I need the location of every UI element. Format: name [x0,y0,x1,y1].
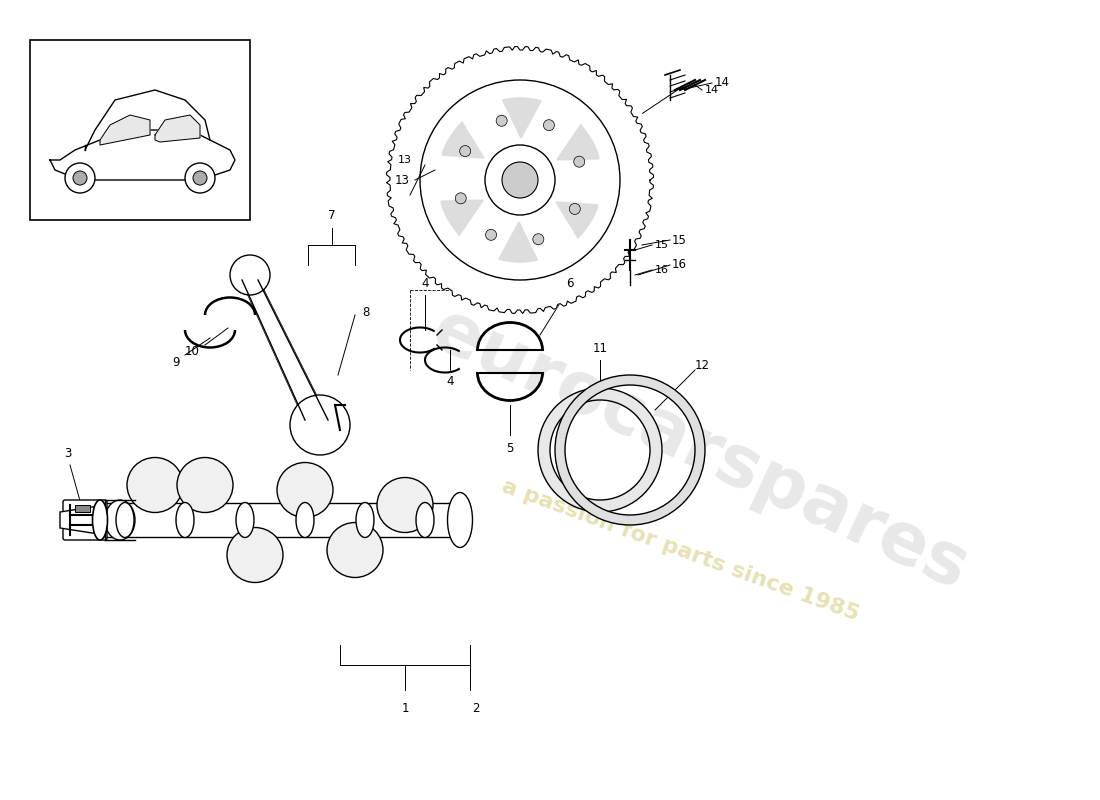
Text: 10: 10 [185,346,200,358]
Polygon shape [441,200,483,235]
Ellipse shape [176,502,194,538]
Ellipse shape [327,522,383,578]
Circle shape [543,120,554,130]
Polygon shape [556,202,598,238]
Text: 4: 4 [447,375,453,388]
Circle shape [73,171,87,185]
Circle shape [420,80,620,280]
Text: 13: 13 [395,174,410,186]
Polygon shape [242,280,328,420]
Text: eurocarspares: eurocarspares [420,295,979,605]
Ellipse shape [296,502,314,538]
Polygon shape [442,122,484,158]
Circle shape [230,255,270,295]
Text: 3: 3 [64,447,72,460]
Circle shape [485,230,496,240]
Circle shape [185,163,214,193]
Text: 15: 15 [672,234,686,246]
Ellipse shape [356,502,374,538]
Text: 5: 5 [506,442,514,455]
Text: 14: 14 [705,85,719,95]
Polygon shape [60,505,104,535]
Ellipse shape [104,500,135,540]
Text: 4: 4 [421,277,429,290]
Circle shape [502,162,538,198]
Text: 16: 16 [672,258,688,271]
Circle shape [496,115,507,126]
Circle shape [460,146,471,157]
Ellipse shape [177,458,233,513]
Text: 1: 1 [402,702,409,715]
Ellipse shape [377,478,433,533]
Ellipse shape [126,458,183,513]
Circle shape [570,203,581,214]
Text: 2: 2 [472,702,480,715]
Ellipse shape [116,502,134,538]
FancyBboxPatch shape [30,40,250,220]
Circle shape [574,156,585,167]
Text: 16: 16 [654,265,669,275]
Text: 15: 15 [654,240,669,250]
Polygon shape [386,46,653,314]
Ellipse shape [92,500,108,540]
Text: a passion for parts since 1985: a passion for parts since 1985 [498,476,861,624]
Polygon shape [503,98,541,138]
Ellipse shape [236,502,254,538]
Polygon shape [100,115,150,145]
Circle shape [290,395,350,455]
Text: 6: 6 [566,277,574,290]
Ellipse shape [227,527,283,582]
Circle shape [485,145,556,215]
Text: 13: 13 [398,155,412,165]
Polygon shape [557,125,600,160]
Circle shape [65,163,95,193]
Ellipse shape [277,462,333,518]
Circle shape [192,171,207,185]
Polygon shape [498,222,538,262]
Polygon shape [75,505,90,512]
Polygon shape [155,115,200,142]
Ellipse shape [448,493,473,547]
Text: 7: 7 [328,209,336,222]
Text: 14: 14 [715,77,730,90]
Text: 12: 12 [695,358,710,371]
FancyBboxPatch shape [63,500,107,540]
Ellipse shape [416,502,434,538]
Circle shape [532,234,543,245]
Text: 8: 8 [362,306,370,318]
Text: 11: 11 [593,342,607,355]
Text: 9: 9 [173,355,180,369]
Circle shape [455,193,466,204]
